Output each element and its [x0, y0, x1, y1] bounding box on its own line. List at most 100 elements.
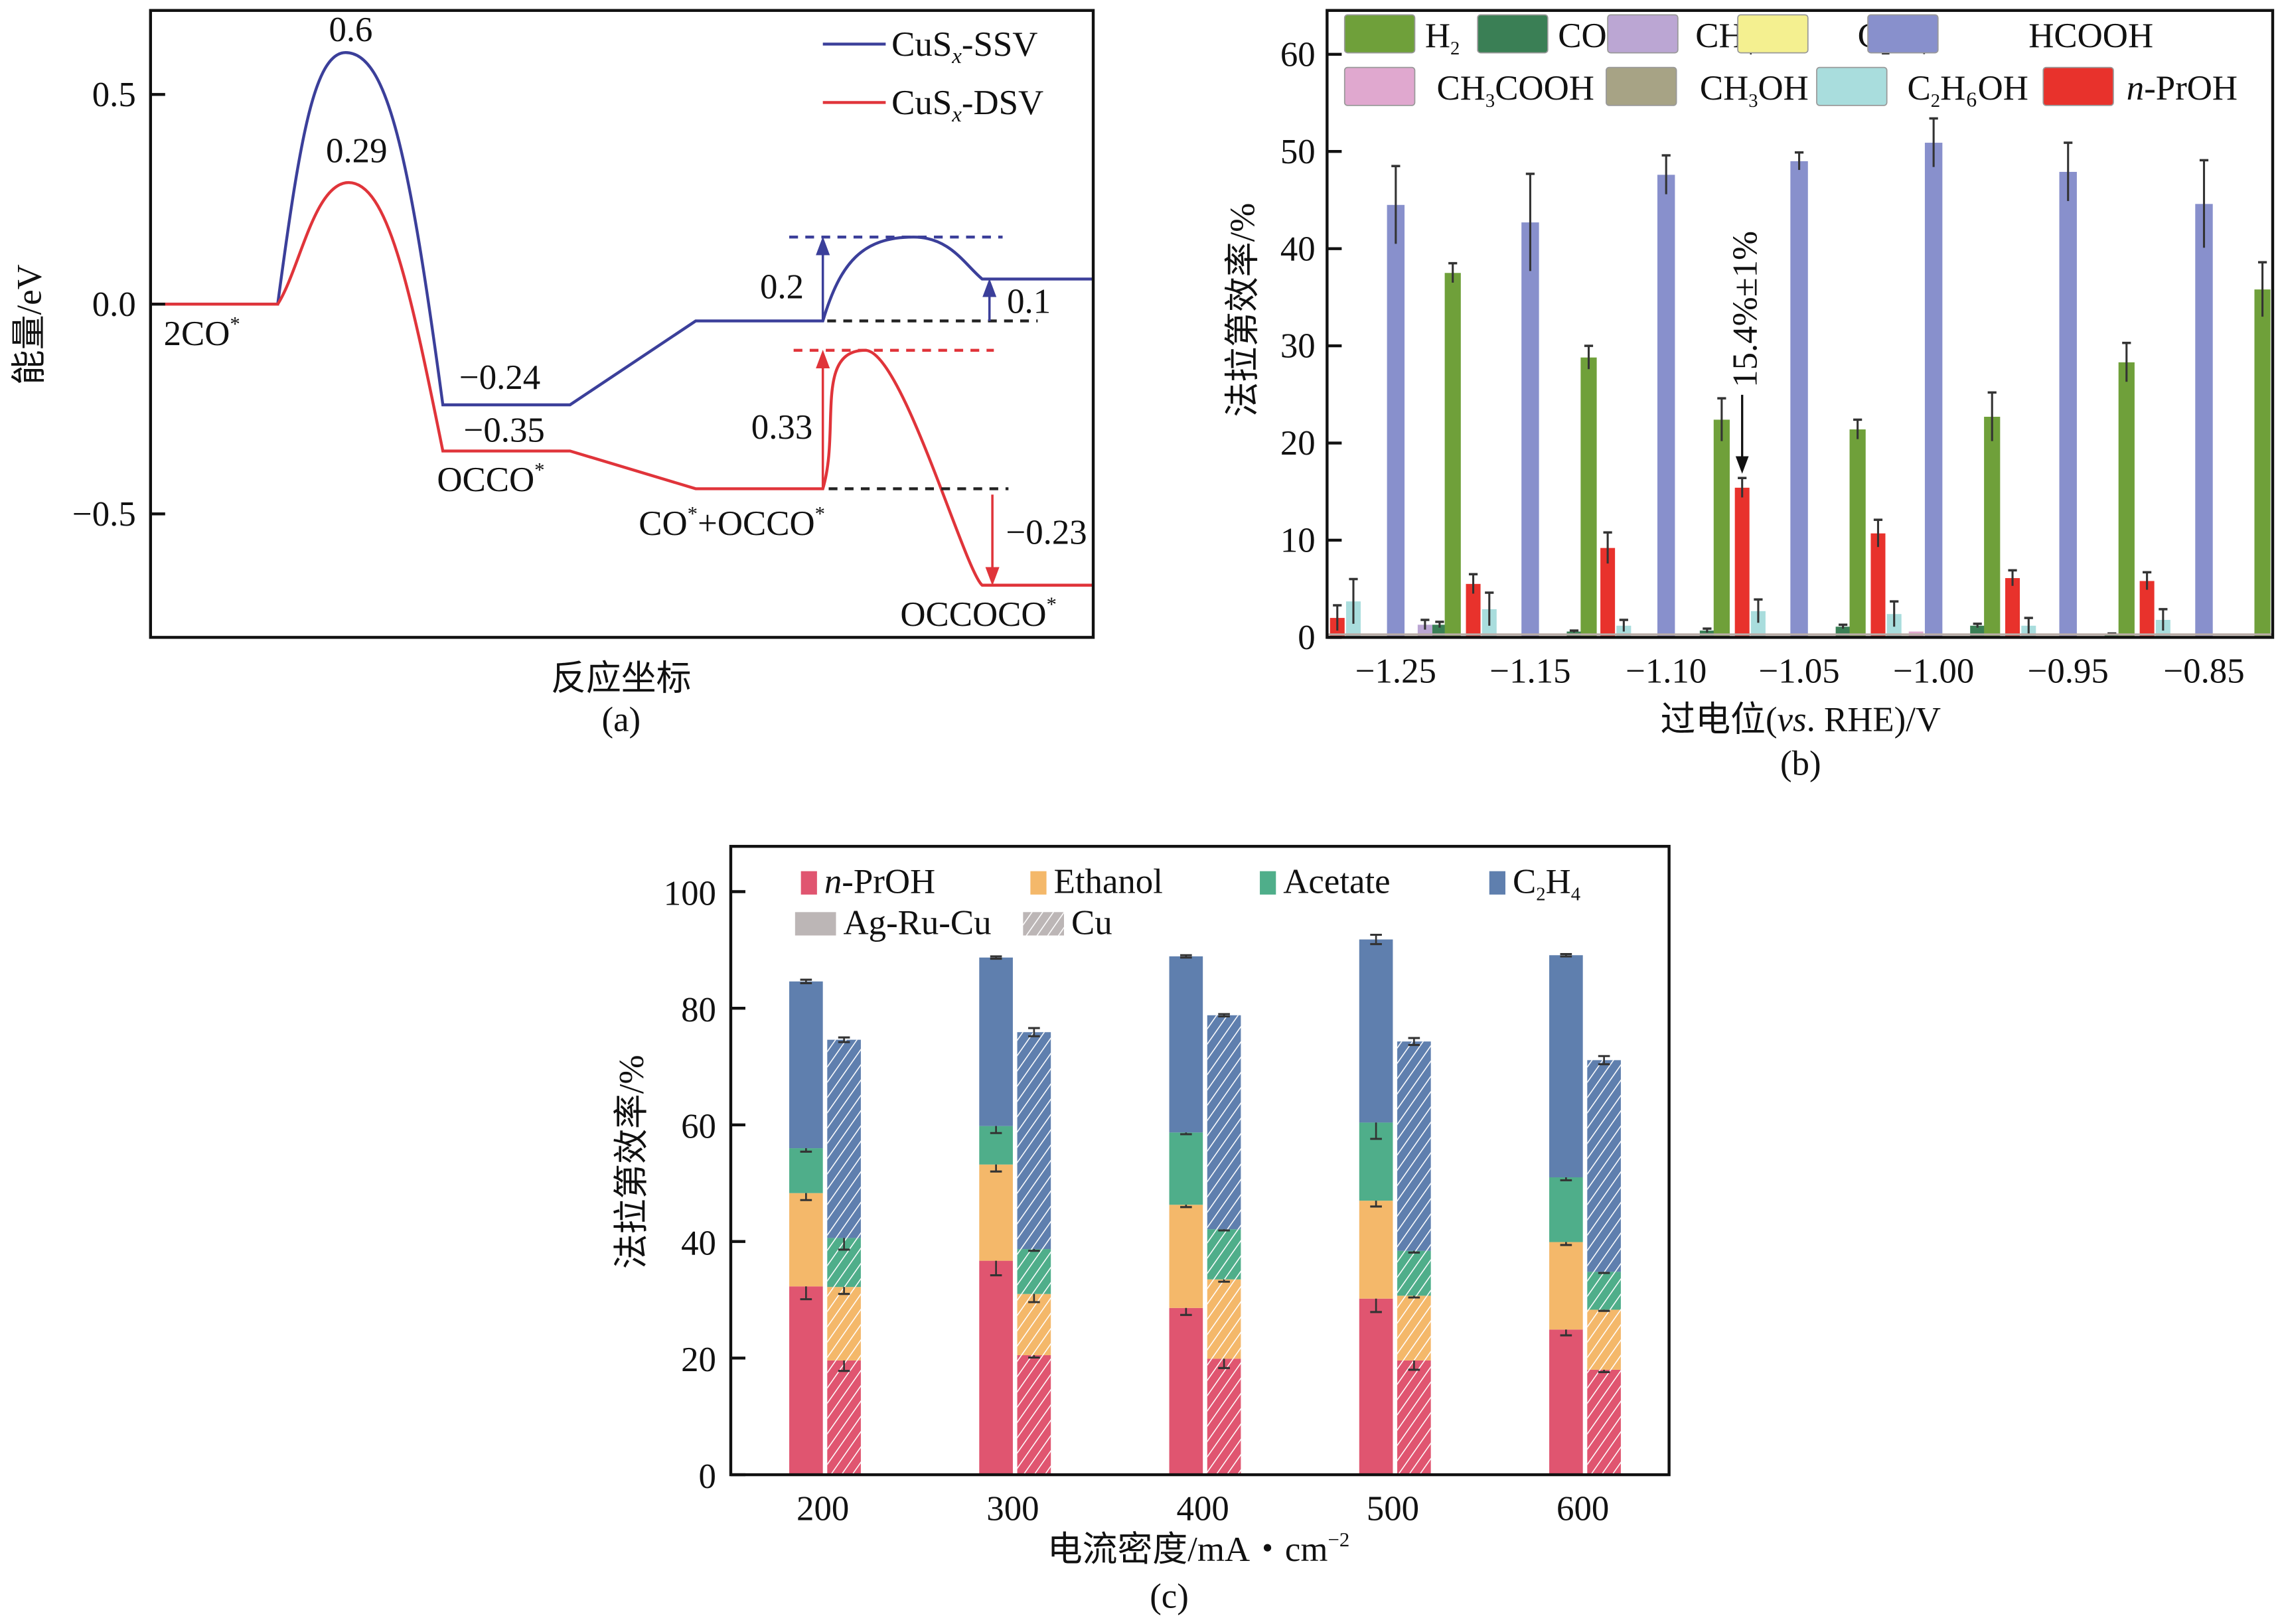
annot-dsv-final: −0.23	[1006, 513, 1087, 552]
x-tick-label: −1.25	[1355, 652, 1436, 691]
stack-segment-n-proh	[1359, 1298, 1393, 1475]
panel-a-plot-area	[150, 50, 1094, 587]
x-tick-label: 600	[1557, 1489, 1609, 1528]
y-tick-label: 80	[681, 991, 716, 1029]
y-tick-label: 0.5	[92, 76, 136, 114]
hatch-overlay	[1017, 1355, 1051, 1475]
x-tick-label: −1.00	[1893, 652, 1974, 691]
panel-c-caption: (c)	[1150, 1577, 1189, 1615]
stack-segment-c2h4	[789, 981, 823, 1149]
stack-segment-ethanol	[979, 1164, 1013, 1261]
legend-label-n-proh: n-PrOH	[2127, 69, 2238, 108]
legend-swatch-n-proh	[2042, 66, 2114, 106]
hatch-overlay	[1207, 1279, 1241, 1359]
hatch-overlay	[1397, 1360, 1431, 1475]
y-tick-label: 10	[1280, 522, 1316, 560]
state-label-occo: OCCO*	[437, 459, 544, 499]
hatch-overlay	[1587, 1369, 1621, 1475]
legend-swatch-c2h4	[1489, 871, 1505, 895]
legend-label-ethanol: Ethanol	[1054, 863, 1163, 901]
hatch-overlay	[1207, 1229, 1241, 1280]
bar-hcooh	[1387, 204, 1405, 638]
x-tick-label: −1.15	[1489, 652, 1570, 691]
annot-ssv-occo: −0.24	[459, 358, 540, 397]
bar-hcooh	[2195, 204, 2213, 638]
bar-hcooh	[2059, 171, 2077, 638]
legend-label-n-proh: n-PrOH	[824, 863, 935, 901]
panel-b-x-ticks: −1.25 −1.15 −1.10 −1.05 −1.00 −0.95 −0.85	[1355, 652, 2245, 691]
legend-swatch-ch3oh	[1606, 66, 1677, 106]
y-tick-label: 60	[1280, 35, 1316, 74]
y-tick-label: −0.5	[72, 495, 136, 534]
hatch-overlay	[1397, 1295, 1431, 1361]
panel-a-energy-profile: 0.5 0.0 −0.5 能量/eV 反应坐标 (a) CuSx-SSV CuSx-…	[11, 9, 1095, 739]
stack-segment-ethanol	[1359, 1201, 1393, 1299]
x-tick-label: −1.10	[1626, 652, 1707, 691]
stack-segment-acetate	[1169, 1132, 1203, 1205]
energy-profile-cusx-dsv	[150, 181, 1094, 587]
stack-segment-acetate	[1549, 1177, 1583, 1242]
annot-ssv-barrier: 0.2	[760, 268, 804, 307]
bar-hcooh	[1521, 222, 1539, 638]
x-tick-label: 500	[1367, 1489, 1419, 1528]
bar-h2	[1580, 357, 1597, 638]
bar-hcooh	[1924, 143, 1943, 638]
legend-label-ag-ru-cu: Ag-Ru-Cu	[844, 903, 992, 942]
panel-a-xlabel: 反应坐标	[551, 660, 691, 698]
x-tick-label: −0.85	[2163, 652, 2244, 691]
stack-segment-n-proh	[1169, 1307, 1203, 1475]
legend-swatch-ag-ru-cu	[795, 912, 836, 936]
panel-b-bars	[1328, 117, 2271, 638]
hatch-overlay	[827, 1039, 861, 1238]
panel-c-stacked-bars: 0 20 40 60 80 100 200 300 400 500 600 n-PrOH Ethan…	[613, 845, 1671, 1615]
legend-swatch-acetate	[1260, 871, 1276, 895]
y-tick-label: 50	[1280, 133, 1316, 171]
panel-b-legend: H2COCH4C2H₄HCOOHCH3COOHCH3OHC2H₆OHn-PrOH	[1343, 14, 2238, 111]
bar-h2	[1444, 273, 1461, 638]
panel-a-caption: (a)	[601, 700, 641, 739]
y-tick-label: 0	[699, 1457, 716, 1496]
legend-label-ch3cooh: CH3COOH	[1436, 69, 1594, 111]
legend-swatch-c2h4	[1737, 14, 1809, 54]
bar-c2h6oh	[1750, 611, 1766, 638]
hatch-overlay	[1017, 1249, 1051, 1294]
y-tick-label: 0	[1298, 619, 1315, 657]
legend-swatch-ch3cooh	[1343, 66, 1416, 106]
hatch-overlay	[1017, 1293, 1051, 1355]
legend-label-cu: Cu	[1071, 903, 1112, 942]
panel-b-frame	[1326, 9, 2275, 639]
panel-c-xlabel: 电流密度/mA・cm−2	[1047, 1528, 1349, 1569]
bar-h2	[2254, 289, 2271, 638]
legend-swatch-hcooh	[1867, 14, 1939, 54]
y-tick-label: 20	[1280, 424, 1316, 463]
legend-label-dsv: CuSx-DSV	[891, 84, 1043, 127]
stack-segment-c2h4	[1359, 939, 1393, 1123]
annot-ssv-ts1: 0.6	[329, 11, 372, 49]
hatch-overlay	[1017, 1032, 1051, 1250]
x-tick-label: 200	[797, 1489, 849, 1528]
y-tick-label: 20	[681, 1341, 716, 1379]
legend-label-hcooh: HCOOH	[2028, 17, 2153, 55]
y-tick-label: 60	[681, 1108, 716, 1146]
bar-n-proh	[2139, 581, 2155, 638]
panel-a-legend: CuSx-SSV CuSx-DSV	[822, 25, 1043, 127]
stack-segment-ethanol	[1169, 1205, 1203, 1308]
panel-b-caption: (b)	[1780, 744, 1821, 782]
bar-h2	[1849, 429, 1866, 638]
panel-a-ylabel: 能量/eV	[11, 264, 49, 385]
legend-swatch-co	[1477, 14, 1549, 54]
stack-segment-ethanol	[1549, 1242, 1583, 1330]
bar-hcooh	[1657, 175, 1675, 638]
energy-profile-cusx-ssv	[150, 50, 1094, 407]
stack-segment-n-proh	[1549, 1329, 1583, 1475]
bar-n-proh	[1600, 548, 1616, 638]
x-tick-label: 300	[986, 1489, 1039, 1528]
bar-hcooh	[1790, 161, 1808, 638]
y-tick-label: 0.0	[92, 285, 136, 324]
hatch-overlay	[1587, 1309, 1621, 1370]
legend-swatch-ethanol	[1030, 871, 1047, 895]
stack-segment-acetate	[789, 1148, 823, 1193]
panel-b-ylabel: 法拉第效率/%	[1223, 203, 1262, 417]
